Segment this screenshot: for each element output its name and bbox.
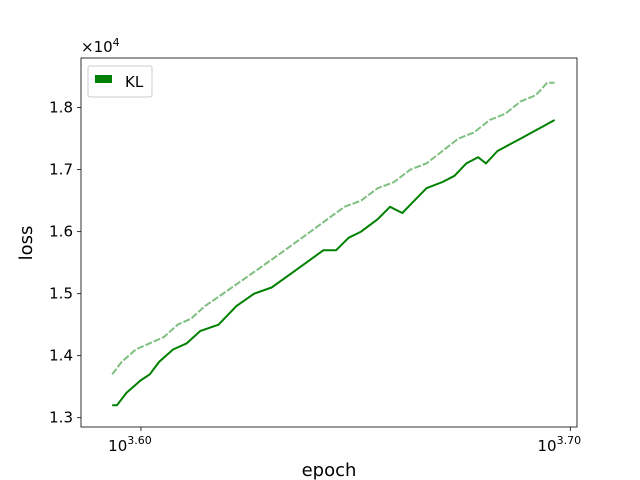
y-tick-label: 1.3 [49, 409, 73, 427]
y-tick-label: 1.7 [49, 161, 73, 179]
y-offset-label: ×104 [81, 36, 120, 56]
x-tick-label: 103.70 [538, 434, 582, 455]
legend-entry-kl: KL [125, 73, 144, 91]
x-tick-label: 103.60 [108, 434, 152, 455]
legend-box [87, 65, 153, 98]
y-tick-label: 1.6 [49, 223, 73, 241]
series-layer [111, 81, 556, 407]
series-line-secondary [111, 81, 555, 375]
y-tick-label: 1.5 [49, 285, 73, 303]
y-tick-label: 1.8 [49, 99, 73, 117]
legend-swatch-kl [95, 75, 112, 83]
x-axis: 103.60 103.70 [108, 427, 581, 455]
series-line-kl [112, 119, 556, 407]
y-offset-base: ×10 [81, 38, 113, 56]
plot-frame [80, 57, 578, 428]
y-axis-label: loss [16, 226, 37, 261]
y-tick-label: 1.4 [49, 347, 73, 365]
x-axis-label: epoch [302, 460, 357, 480]
y-axis: 1.3 1.4 1.5 1.6 1.7 1.8 [49, 99, 81, 427]
legend: KL [87, 65, 153, 98]
y-offset-exp: 4 [113, 36, 120, 49]
